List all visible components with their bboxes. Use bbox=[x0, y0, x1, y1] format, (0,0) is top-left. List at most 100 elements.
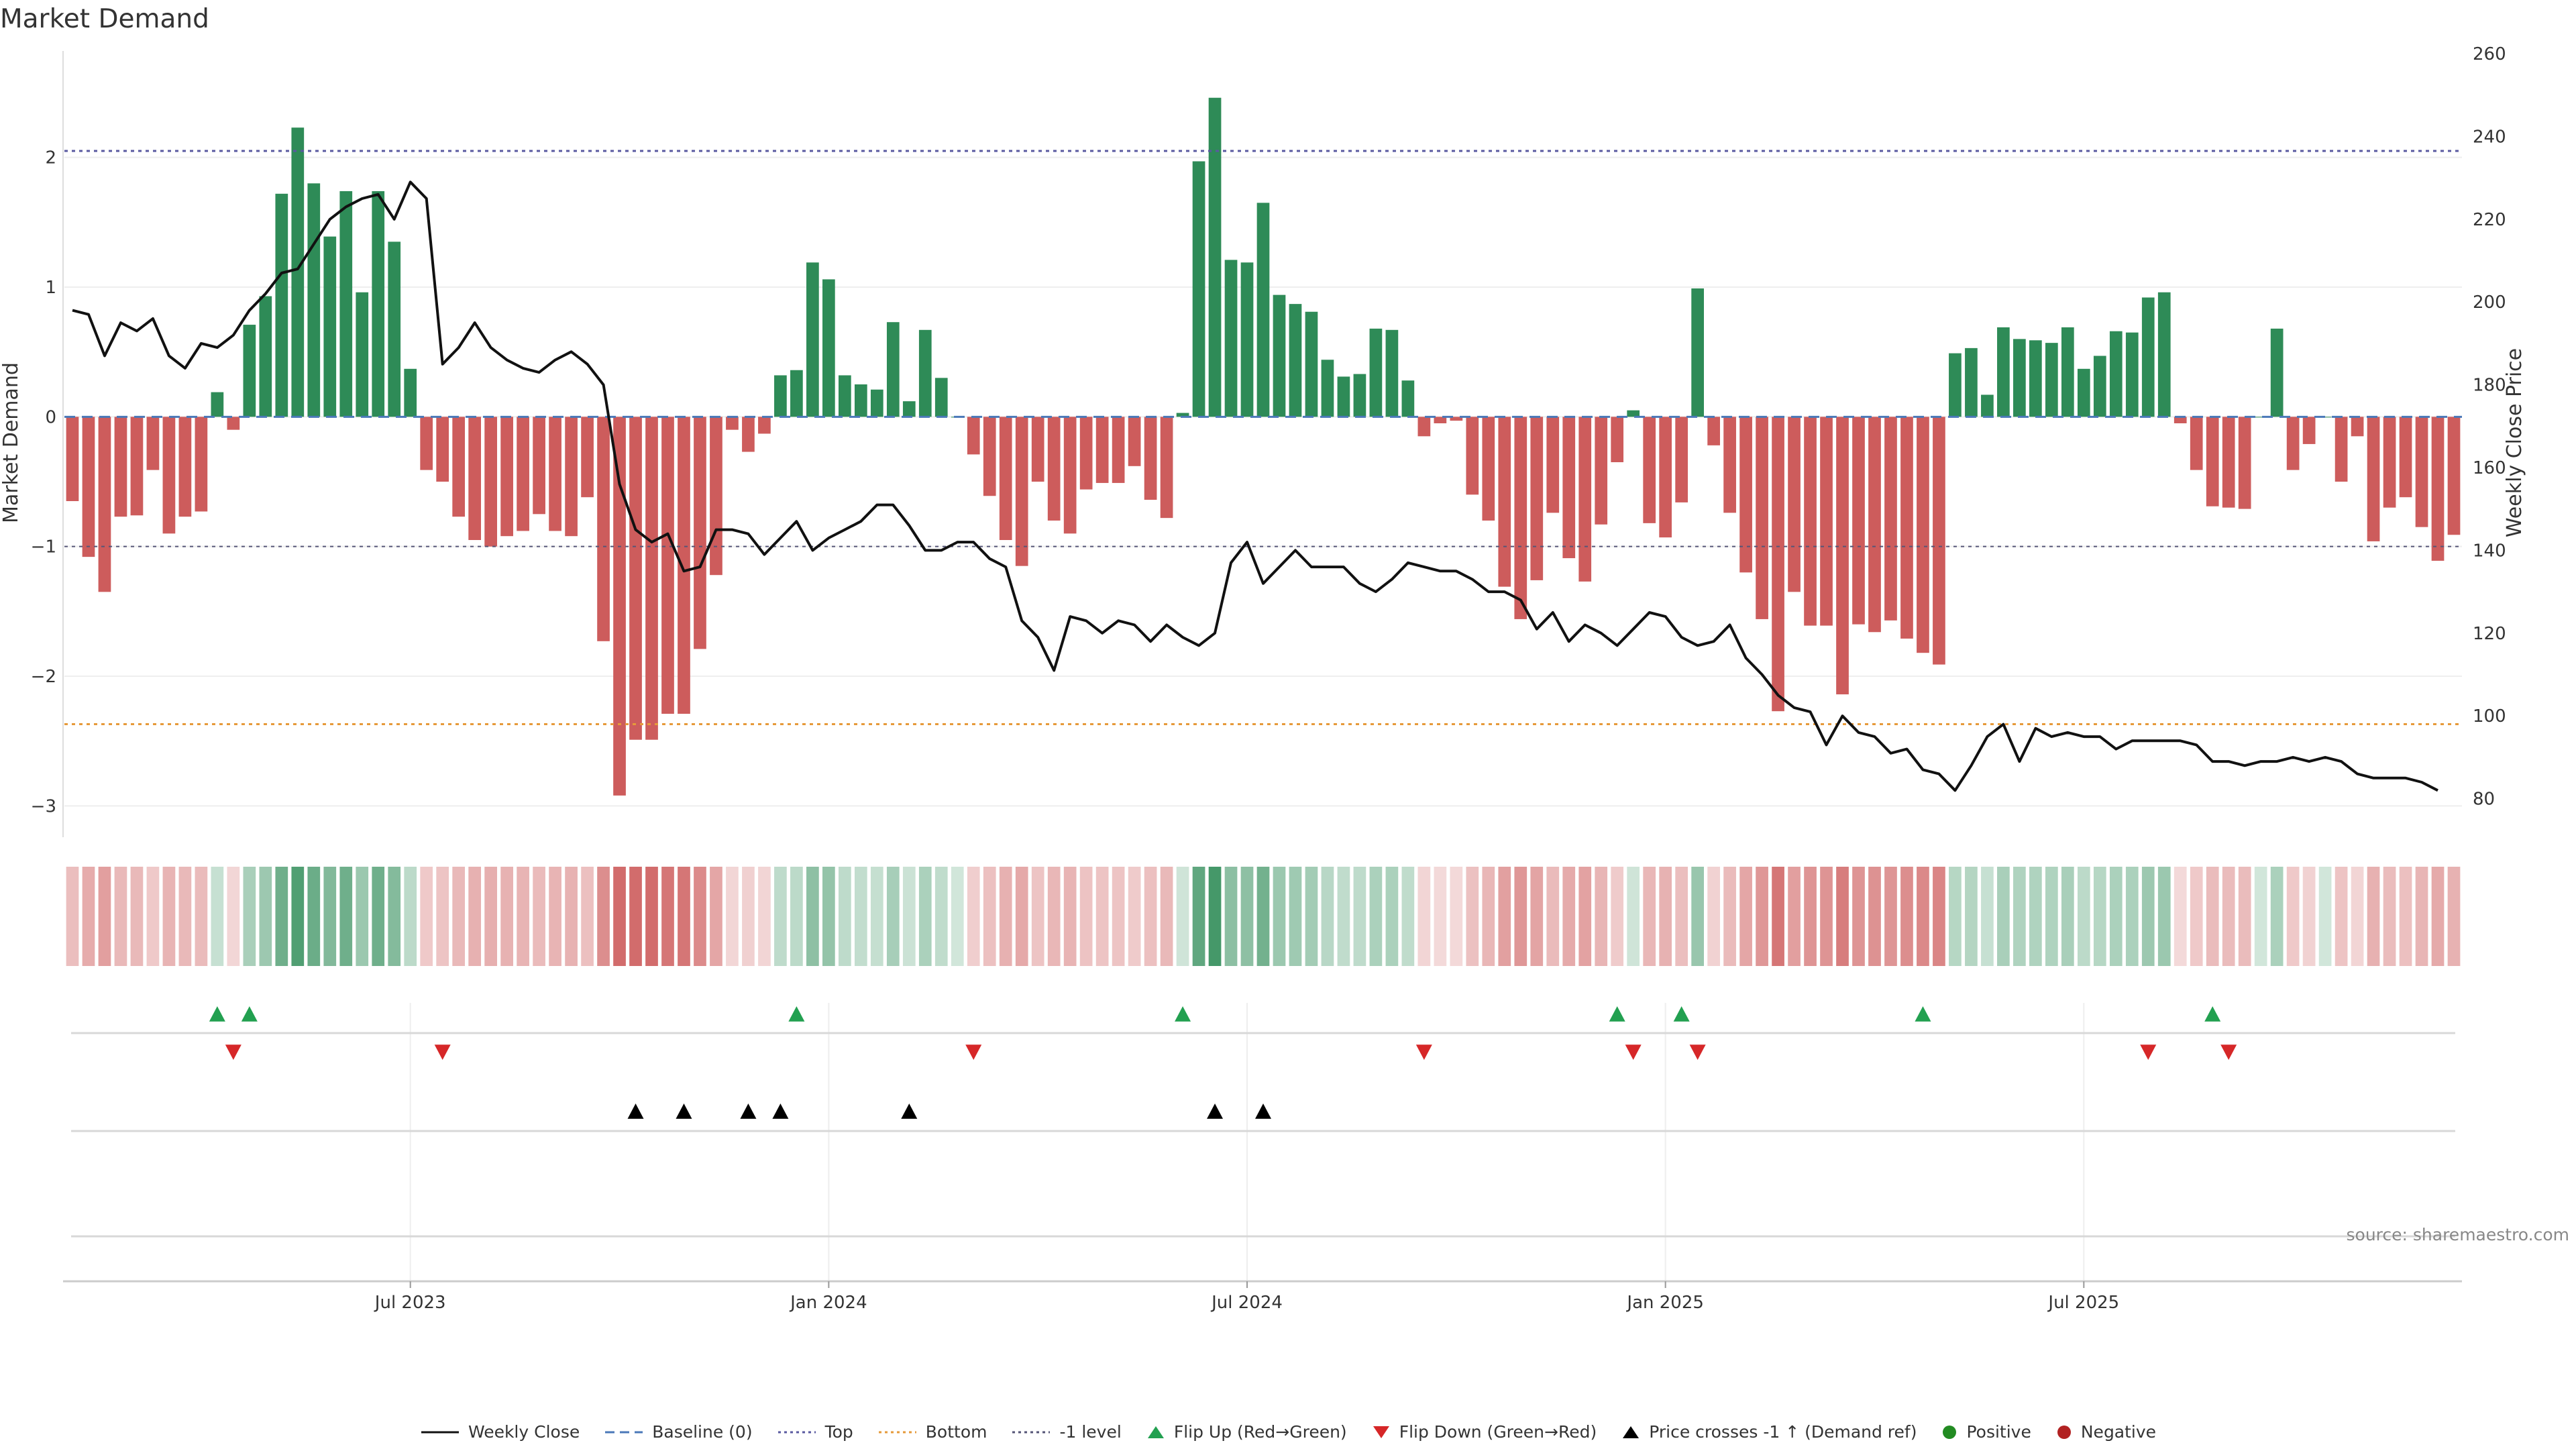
regime-cell bbox=[1466, 867, 1479, 966]
regime-cell bbox=[130, 867, 144, 966]
demand-bar-positive bbox=[2045, 343, 2058, 417]
regime-cell bbox=[1240, 867, 1254, 966]
demand-bar-positive bbox=[259, 296, 272, 417]
flip-up-marker bbox=[1915, 1006, 1931, 1022]
regime-cell bbox=[2109, 867, 2123, 966]
flip-up-marker bbox=[2204, 1006, 2221, 1022]
regime-cell bbox=[1289, 867, 1302, 966]
regime-cell bbox=[66, 867, 79, 966]
regime-cell bbox=[1884, 867, 1897, 966]
regime-cell bbox=[581, 867, 594, 966]
y-tick-label: 1 bbox=[45, 278, 56, 298]
demand-bar-positive bbox=[1385, 329, 1399, 417]
demand-bar-negative bbox=[500, 417, 513, 537]
demand-bar-negative bbox=[1466, 417, 1479, 495]
axes-layer: 2 1 0 −1 −2 −3 260 240 220 200 180 160 140 120 100 80 bbox=[31, 44, 2506, 837]
demand-bar-positive bbox=[291, 127, 305, 417]
regime-cell bbox=[1514, 867, 1527, 966]
regime-cell bbox=[1321, 867, 1334, 966]
demand-bar-negative bbox=[710, 417, 722, 576]
demand-bar-negative bbox=[613, 417, 626, 796]
regime-strip bbox=[66, 867, 2461, 966]
demand-bar-positive bbox=[854, 384, 867, 417]
demand-bar-negative bbox=[1514, 417, 1527, 619]
regime-cell bbox=[2254, 867, 2267, 966]
demand-bar-positive bbox=[1353, 374, 1366, 417]
regime-cell bbox=[2351, 867, 2364, 966]
price-cross-marker bbox=[901, 1104, 918, 1119]
regime-cell bbox=[2029, 867, 2042, 966]
regime-cell bbox=[323, 867, 337, 966]
demand-bar-negative bbox=[468, 417, 482, 540]
regime-cell bbox=[114, 867, 127, 966]
demand-bar-negative bbox=[1562, 417, 1576, 559]
regime-cell bbox=[500, 867, 513, 966]
demand-bar-positive bbox=[388, 241, 401, 417]
demand-bar-positive bbox=[790, 370, 803, 417]
flip-up-marker bbox=[1175, 1006, 1191, 1022]
regime-cell bbox=[2302, 867, 2316, 966]
demand-bar-negative bbox=[2431, 417, 2445, 561]
demand-bar-positive bbox=[838, 375, 851, 417]
demand-bar-negative bbox=[1031, 417, 1044, 482]
regime-cell bbox=[1369, 867, 1383, 966]
regime-cell bbox=[1192, 867, 1205, 966]
demand-bar-negative bbox=[1739, 417, 1752, 573]
regime-cell bbox=[1112, 867, 1125, 966]
regime-cell bbox=[2077, 867, 2090, 966]
y2-tick-label: 120 bbox=[2473, 624, 2506, 644]
regime-cell bbox=[1015, 867, 1028, 966]
demand-bar-negative bbox=[661, 417, 674, 714]
regime-cell bbox=[162, 867, 176, 966]
chart-title: Market Demand bbox=[0, 4, 209, 34]
regime-cell bbox=[1417, 867, 1431, 966]
demand-bar-negative bbox=[1450, 417, 1463, 421]
demand-bar-negative bbox=[2367, 417, 2380, 541]
regime-cell bbox=[934, 867, 948, 966]
regime-cell bbox=[1659, 867, 1672, 966]
demand-bar-negative bbox=[1434, 417, 1447, 423]
demand-bar-negative bbox=[1868, 417, 1881, 633]
regime-cell bbox=[2238, 867, 2251, 966]
demand-bar-negative bbox=[484, 417, 497, 547]
demand-bar-negative bbox=[1772, 417, 1784, 712]
demand-bar-negative bbox=[629, 417, 642, 740]
legend-minus1: -1 level bbox=[1012, 1422, 1122, 1442]
regime-cell bbox=[2061, 867, 2074, 966]
regime-cell bbox=[178, 867, 192, 966]
regime-cell bbox=[339, 867, 353, 966]
demand-bar-negative bbox=[1756, 417, 1768, 619]
demand-bar-negative bbox=[597, 417, 610, 641]
regime-cell bbox=[1224, 867, 1238, 966]
demand-bar-positive bbox=[1401, 380, 1415, 417]
demand-bar-positive bbox=[372, 191, 385, 417]
regime-cell bbox=[613, 867, 626, 966]
regime-cell bbox=[1208, 867, 1222, 966]
demand-bar-negative bbox=[1482, 417, 1495, 521]
regime-cell bbox=[1128, 867, 1141, 966]
regime-cell bbox=[597, 867, 610, 966]
legend-flip-up: Flip Up (Red→Green) bbox=[1146, 1422, 1347, 1442]
regime-cell bbox=[468, 867, 482, 966]
regime-cell bbox=[2399, 867, 2412, 966]
demand-bar-negative bbox=[1144, 417, 1157, 500]
regime-cell bbox=[2447, 867, 2461, 966]
regime-cell bbox=[1739, 867, 1752, 966]
flip-up-marker bbox=[241, 1006, 258, 1022]
flip-down-marker bbox=[2220, 1044, 2237, 1060]
demand-bar-positive bbox=[339, 191, 353, 417]
demand-bar-negative bbox=[2206, 417, 2219, 506]
demand-bar-negative bbox=[758, 417, 771, 434]
regime-cell bbox=[1256, 867, 1270, 966]
regime-cell bbox=[806, 867, 819, 966]
regime-cell bbox=[2431, 867, 2445, 966]
demand-bar-negative bbox=[2302, 417, 2316, 444]
demand-bar-negative bbox=[2383, 417, 2396, 508]
regime-cell bbox=[1836, 867, 1849, 966]
regime-cell bbox=[1031, 867, 1044, 966]
demand-bar-positive bbox=[918, 329, 932, 417]
demand-bar-positive bbox=[1691, 288, 1704, 417]
demand-bar-negative bbox=[436, 417, 449, 482]
demand-bar-negative bbox=[1659, 417, 1672, 538]
regime-cell bbox=[2190, 867, 2203, 966]
